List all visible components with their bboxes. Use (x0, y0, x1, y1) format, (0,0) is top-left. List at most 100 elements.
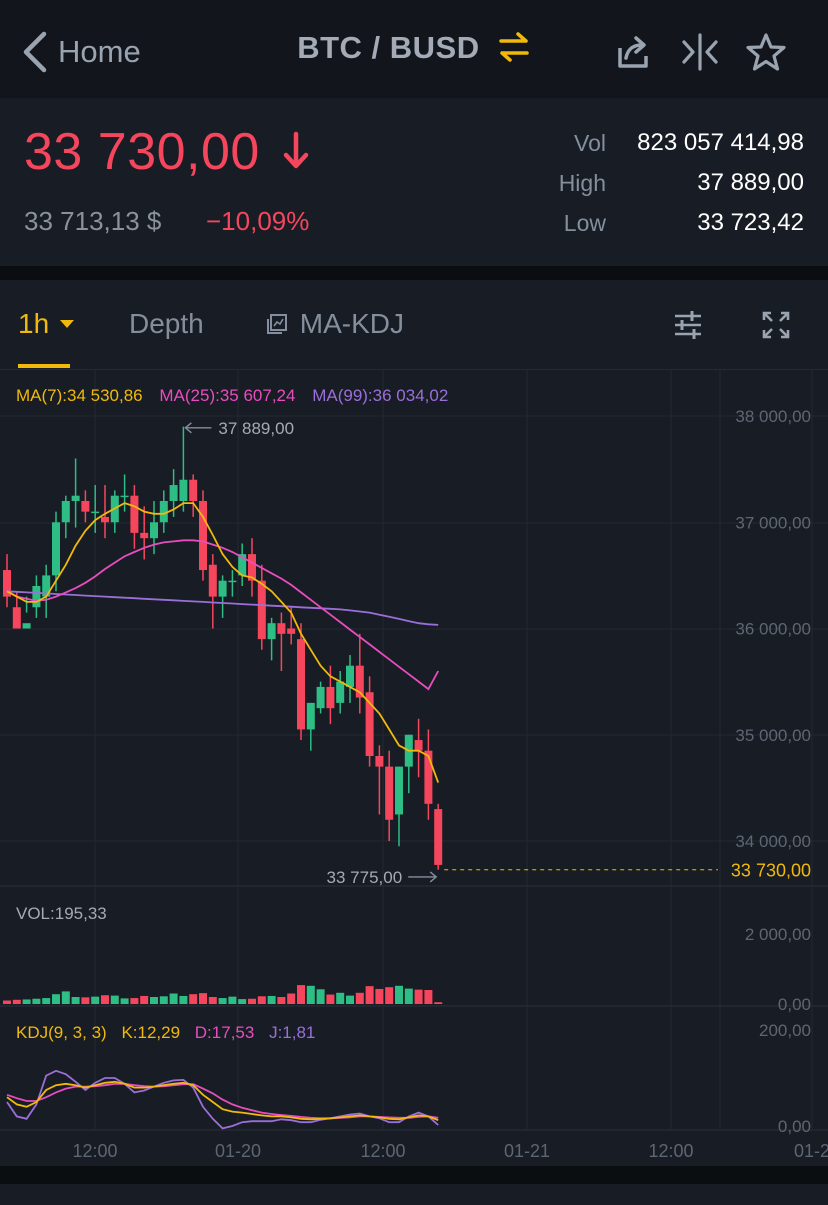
kdj-k: K:12,29 (121, 1023, 181, 1042)
candle-body (346, 665, 354, 687)
candle-body (189, 479, 198, 501)
volume-bar (395, 985, 403, 1004)
caret-down-icon (59, 319, 74, 328)
star-icon[interactable] (746, 32, 786, 72)
candle-body (32, 586, 41, 608)
price-tick-label: 36 000,00 (735, 620, 811, 639)
volume-bar (326, 994, 335, 1004)
candle-body (277, 623, 286, 634)
swap-arrows-icon[interactable] (497, 30, 531, 64)
arrow-down-icon (283, 132, 309, 169)
tab-indicator-label: MA-KDJ (299, 308, 405, 339)
ma25-legend: MA(25):35 607,24 (159, 386, 296, 405)
volume-bar (52, 994, 60, 1004)
candle-body (150, 522, 158, 539)
chart-area[interactable]: 38 000,00 37 000,00 36 000,00 35 000,00 34 0… (0, 370, 828, 1166)
candle-body (179, 479, 188, 501)
volume-bar (375, 988, 384, 1004)
low-marker-arrow (429, 871, 438, 883)
volume-bar (169, 993, 178, 1004)
volume-bar (71, 997, 80, 1004)
ma-legend: MA(7):34 530,86 MA(25):35 607,24 MA(99):… (16, 386, 448, 406)
active-tab-underline (18, 364, 70, 368)
candle-body (42, 575, 51, 597)
chevron-left-icon (23, 31, 47, 73)
volume-bar (306, 985, 315, 1004)
top-nav: Home BTC / BUSD (0, 0, 828, 98)
candle-body (365, 692, 374, 756)
tab-interval[interactable]: 1h (18, 308, 75, 340)
volume-bar (140, 995, 149, 1004)
candle-body (101, 516, 109, 523)
volume-bar (404, 988, 413, 1004)
fullscreen-icon[interactable] (762, 311, 790, 339)
tab-interval-label: 1h (18, 308, 50, 339)
kdj-d-line (6, 1082, 439, 1120)
candle-body (228, 580, 237, 583)
volume-bar (199, 993, 207, 1004)
volume-bar (316, 989, 325, 1004)
last-price: 33 730,00 (24, 122, 309, 182)
volume-bar (179, 995, 188, 1004)
candle-body (287, 628, 296, 634)
high-marker-label: 37 889,00 (218, 419, 294, 438)
tab-indicator[interactable]: MA-KDJ (266, 308, 404, 340)
price-tick-label: 37 000,00 (735, 513, 811, 532)
volume-tick-label: 2 000,00 (745, 925, 811, 944)
volume-bar (22, 999, 31, 1004)
volume-bar (257, 996, 266, 1004)
vol-value: 823 057 414,98 (637, 129, 804, 156)
volume-bar (414, 989, 423, 1004)
vol-label: Vol (574, 130, 606, 156)
candle-body (61, 501, 70, 523)
candle-body (257, 580, 266, 640)
volume-bar (277, 997, 286, 1004)
candle-body (91, 511, 100, 514)
volume-bar (208, 997, 217, 1004)
ma99-legend: MA(99):36 034,02 (312, 386, 449, 405)
volume-bar (120, 998, 129, 1004)
candle-body (238, 554, 247, 576)
pair-label: BTC / BUSD (297, 30, 480, 65)
candle-body (159, 501, 168, 523)
high-value: 37 889,00 (697, 169, 804, 196)
ma99-line (6, 590, 439, 626)
volume-bar (91, 996, 100, 1004)
candle-body (52, 522, 60, 576)
pair-title[interactable]: BTC / BUSD (0, 30, 828, 66)
candle-body (336, 681, 345, 703)
volume-bar (287, 993, 296, 1004)
kdj-tick-label: 200,00 (759, 1021, 811, 1040)
volume-bar (434, 1002, 443, 1004)
candle-body (22, 623, 31, 629)
volume-bar (228, 996, 237, 1004)
price-tick-label: 35 000,00 (735, 726, 811, 745)
candle-body (140, 532, 149, 539)
settings-sliders-icon[interactable] (672, 310, 704, 340)
low-value: 33 723,42 (697, 209, 804, 236)
volume-bar (385, 987, 394, 1004)
tab-depth[interactable]: Depth (129, 308, 204, 339)
volume-bar (32, 998, 41, 1004)
volume-bar (355, 992, 364, 1004)
ma7-legend: MA(7):34 530,86 (16, 386, 143, 405)
kdj-legend: KDJ(9, 3, 3) K:12,29 D:17,53 J:1,81 (16, 1023, 315, 1043)
volume-bar (297, 985, 305, 1004)
back-button[interactable]: Home (22, 28, 141, 76)
low-marker-label: 33 775,00 (327, 868, 403, 887)
compare-icon[interactable] (680, 32, 720, 72)
price-tick-label: 34 000,00 (735, 832, 811, 851)
candle-body (306, 702, 315, 730)
high-label: High (558, 170, 606, 196)
volume-bar (189, 994, 198, 1004)
candlestick-chart[interactable]: 38 000,00 37 000,00 36 000,00 35 000,00 34 0… (0, 370, 828, 1166)
time-tick-label: 12:00 (72, 1141, 117, 1161)
volume-bar (101, 995, 109, 1004)
last-price-value: 33 730,00 (24, 123, 260, 181)
kdj-params: KDJ(9, 3, 3) (16, 1023, 107, 1042)
ma25-line (6, 539, 439, 691)
change-percent: −10,09% (206, 206, 310, 236)
share-icon[interactable] (612, 32, 652, 72)
candle-body (424, 750, 433, 804)
candle-body (434, 809, 443, 865)
